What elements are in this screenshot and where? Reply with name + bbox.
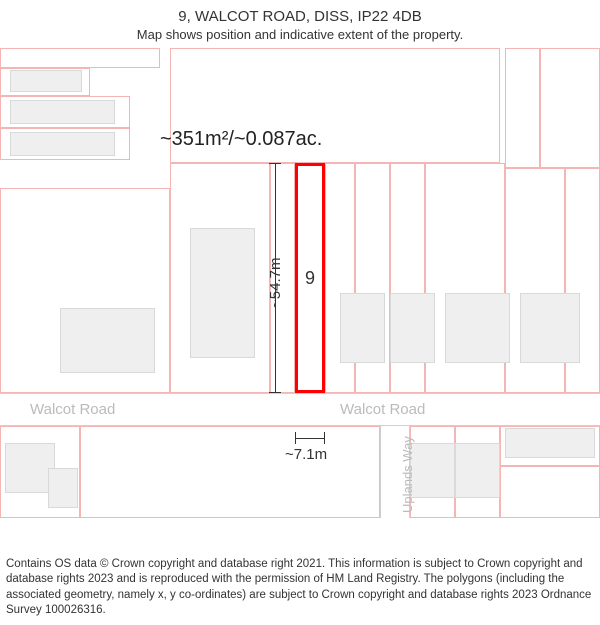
height-dimension-label: ~54.7m <box>267 258 284 308</box>
page-subtitle: Map shows position and indicative extent… <box>0 27 600 42</box>
width-dimension-line <box>295 438 325 439</box>
road-label: Walcot Road <box>30 401 115 418</box>
building-footprint <box>520 293 580 363</box>
building-footprint <box>445 293 510 363</box>
building-footprint <box>410 443 455 498</box>
building-footprint <box>10 70 82 92</box>
map-canvas: Walcot Road Walcot Road Uplands Way 9 ~351m²… <box>0 48 600 518</box>
header: 9, WALCOT ROAD, DISS, IP22 4DB Map shows… <box>0 0 600 42</box>
area-label: ~351m²/~0.087ac. <box>160 128 322 151</box>
plot-number-label: 9 <box>305 268 315 289</box>
page-title: 9, WALCOT ROAD, DISS, IP22 4DB <box>0 8 600 25</box>
dimension-cap-icon <box>269 163 281 164</box>
parcel-outline <box>0 48 160 68</box>
building-footprint <box>48 468 78 508</box>
building-footprint <box>10 132 115 156</box>
parcel-outline <box>500 466 600 518</box>
width-dimension-label: ~7.1m <box>285 446 327 463</box>
building-footprint <box>390 293 435 363</box>
parcel-outline <box>80 426 380 518</box>
property-map-panel: 9, WALCOT ROAD, DISS, IP22 4DB Map shows… <box>0 0 600 625</box>
building-footprint <box>340 293 385 363</box>
dimension-cap-icon <box>324 432 325 444</box>
parcel-outline <box>505 48 540 168</box>
building-footprint <box>455 443 500 498</box>
building-footprint <box>505 428 595 458</box>
copyright-footer: Contains OS data © Crown copyright and d… <box>6 557 594 619</box>
building-footprint <box>190 228 255 358</box>
dimension-cap-icon <box>295 432 296 444</box>
building-footprint <box>60 308 155 373</box>
parcel-outline <box>540 48 600 168</box>
road-label: Walcot Road <box>340 401 425 418</box>
dimension-cap-icon <box>269 392 281 393</box>
side-road-label: Uplands Way <box>400 436 415 513</box>
building-footprint <box>10 100 115 124</box>
